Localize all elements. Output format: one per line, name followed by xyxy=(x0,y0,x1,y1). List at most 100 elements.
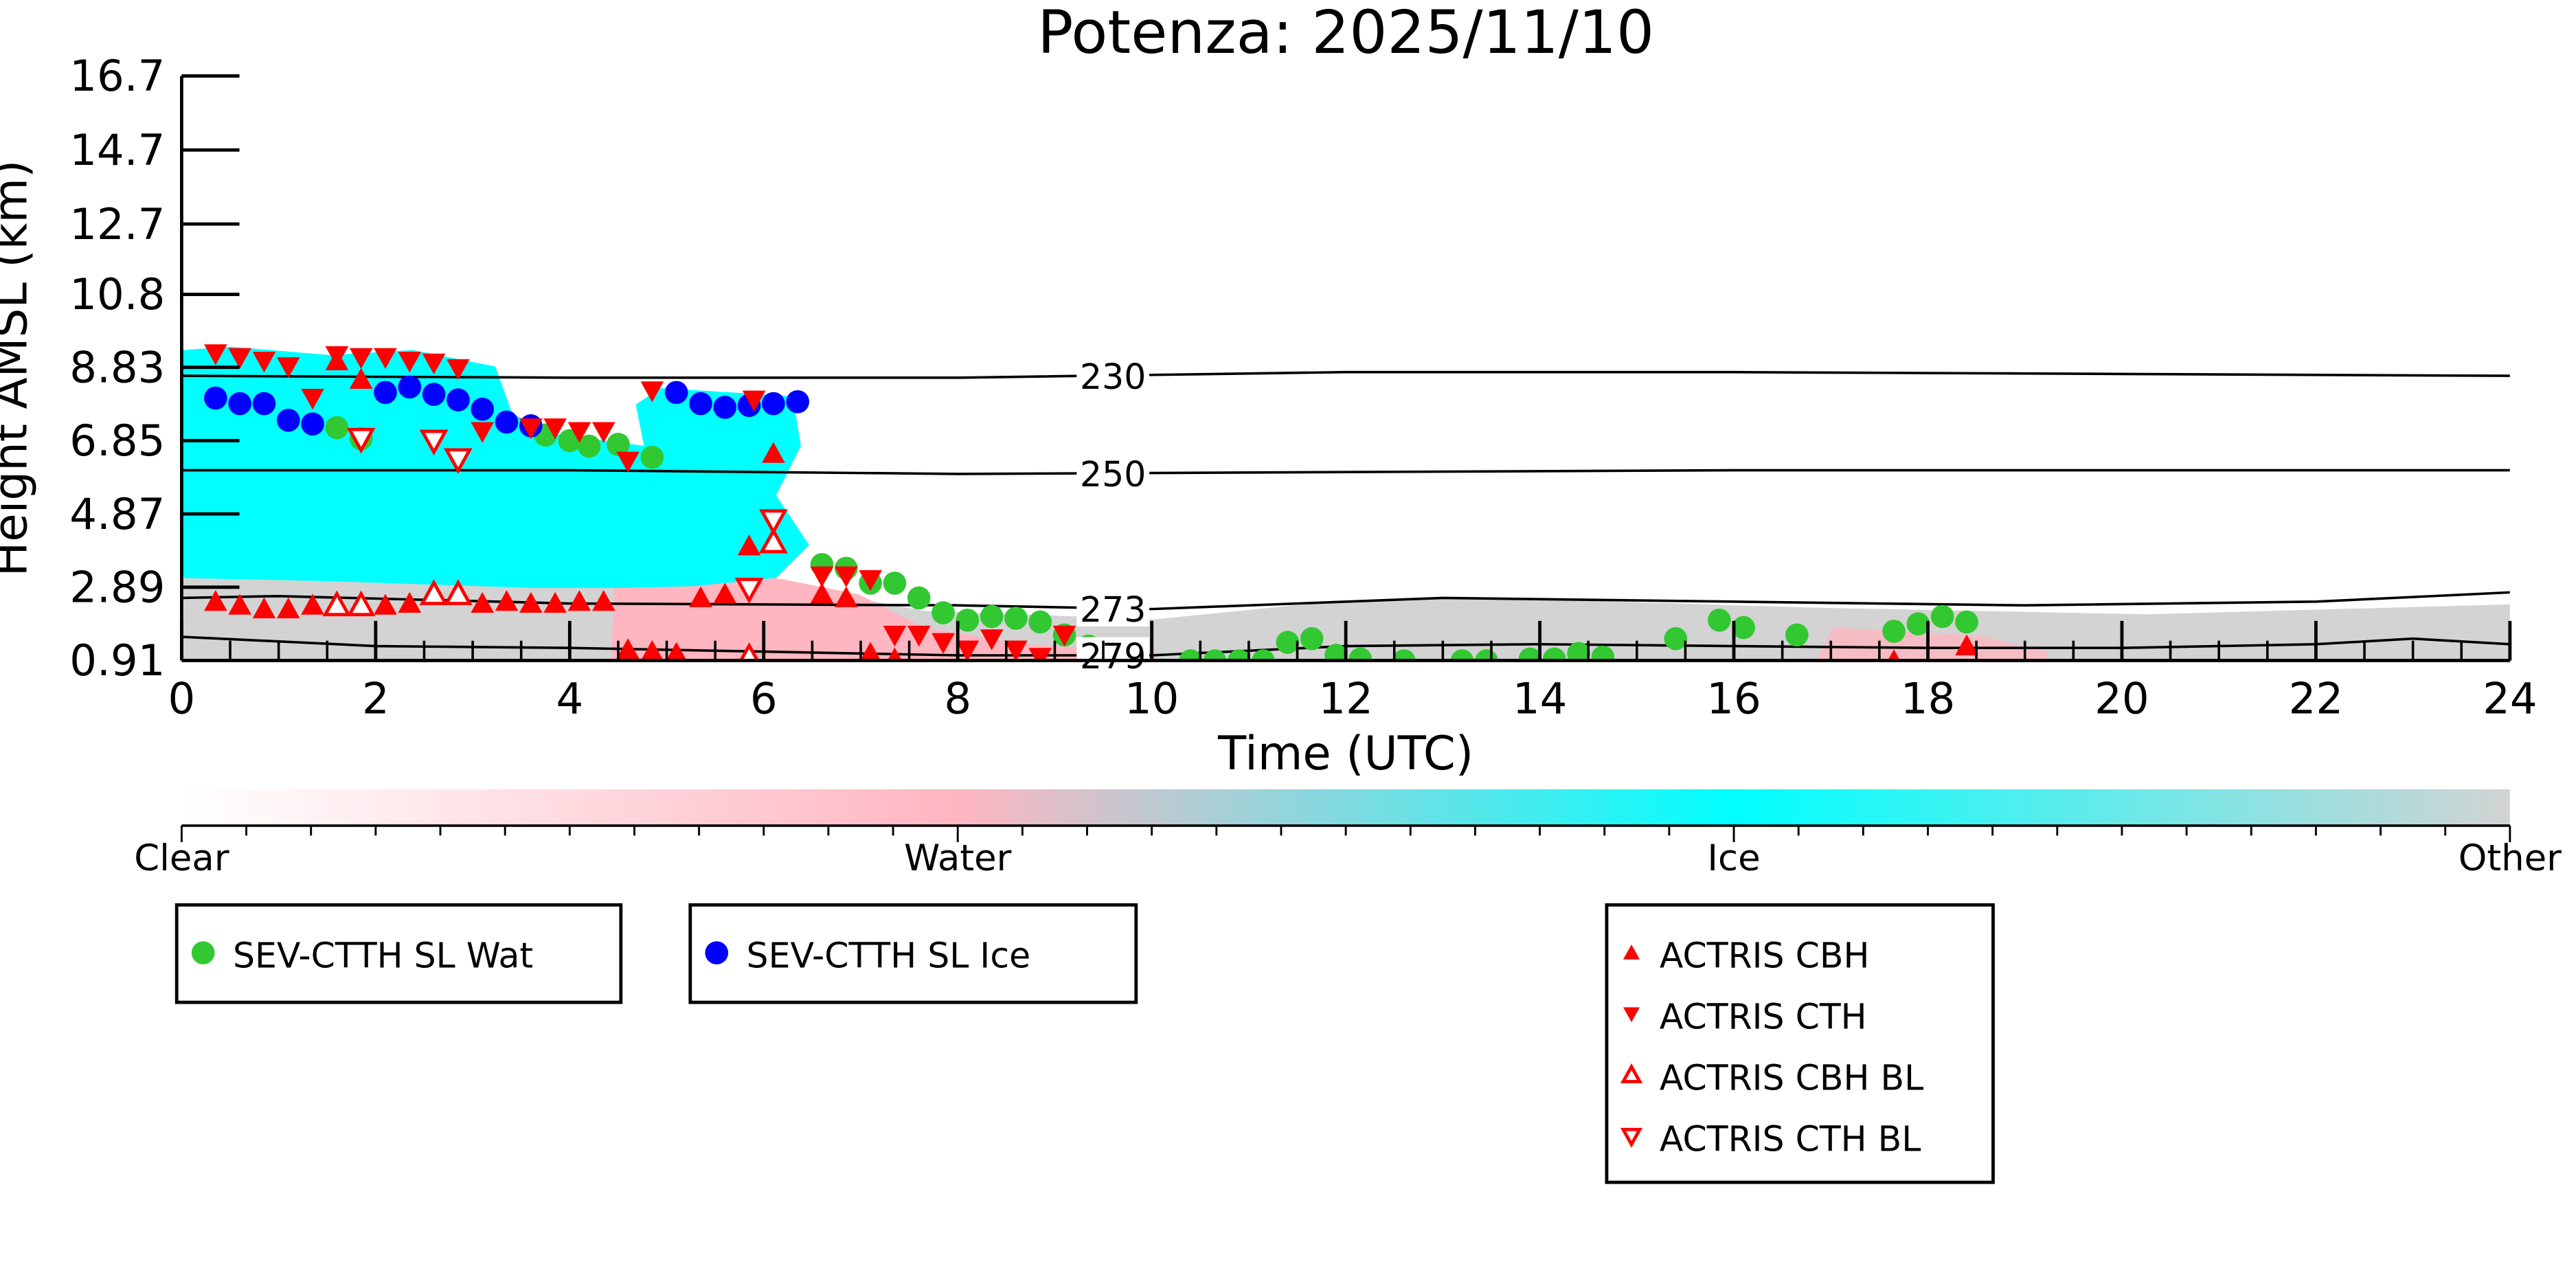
point-sev-ctth-sl-wat xyxy=(883,572,907,595)
point-actris-cbh xyxy=(252,597,276,619)
colorbar-label-water: Water xyxy=(904,837,1012,879)
point-actris-cbh-bl xyxy=(419,579,449,605)
point-sev-ctth-sl-ice xyxy=(713,396,737,419)
legend-label: ACTRIS CTH xyxy=(1660,997,1867,1037)
point-actris-cth xyxy=(591,422,615,443)
point-sev-ctth-sl-wat xyxy=(577,434,601,458)
point-sev-ctth-sl-wat xyxy=(956,608,980,632)
point-actris-cth xyxy=(422,353,446,375)
point-sev-ctth-sl-wat xyxy=(640,445,664,469)
point-sev-ctth-sl-ice xyxy=(398,375,422,399)
point-actris-cbh-bl xyxy=(346,590,376,617)
point-actris-cth xyxy=(931,633,955,654)
point-sev-ctth-sl-ice xyxy=(786,390,810,414)
point-actris-cth-bl xyxy=(758,509,788,536)
point-sev-ctth-sl-wat xyxy=(1542,647,1566,661)
point-sev-ctth-sl-ice xyxy=(689,392,712,416)
point-sev-ctth-sl-wat xyxy=(931,601,955,624)
point-actris-cbh xyxy=(810,583,834,604)
point-actris-cth xyxy=(204,344,227,365)
water-region xyxy=(1816,627,2048,661)
legend-label: ACTRIS CBH BL xyxy=(1660,1058,1923,1098)
point-sev-ctth-sl-wat xyxy=(1348,647,1372,661)
point-actris-cth xyxy=(810,566,834,587)
axes: 0 2 4 6 8 10 12 14 16 18 20 22 240.912.894.876.858.8… xyxy=(69,51,2537,723)
point-sev-ctth-sl-ice xyxy=(252,392,276,416)
point-actris-cbh xyxy=(1888,649,1901,661)
point-actris-cth xyxy=(252,352,276,373)
point-sev-ctth-sl-wat xyxy=(1004,607,1028,630)
point-actris-cth xyxy=(374,348,397,369)
chart-title: Potenza: 2025/11/10 xyxy=(1037,0,1654,67)
legend-marker-icon xyxy=(1620,1127,1643,1148)
point-sev-ctth-sl-wat xyxy=(1300,626,1324,651)
x-tick-label: 18 xyxy=(1901,673,1956,723)
point-sev-ctth-sl-wat xyxy=(1785,623,1809,647)
legend-marker-icon xyxy=(705,941,729,964)
point-actris-cth xyxy=(519,418,543,440)
colorbar xyxy=(181,789,2510,826)
data-markers xyxy=(204,344,1978,661)
point-actris-cth xyxy=(956,640,980,661)
point-actris-cbh xyxy=(616,638,640,659)
x-tick-label: 6 xyxy=(750,673,778,723)
point-sev-ctth-sl-wat xyxy=(1276,631,1300,654)
point-actris-cth xyxy=(228,348,251,369)
legend-box xyxy=(1605,903,1995,1184)
legend-marker-icon xyxy=(1623,1007,1640,1022)
contour-labels: 230 250 273 279 xyxy=(1076,357,1150,677)
point-actris-cth xyxy=(640,381,664,403)
x-tick-label: 0 xyxy=(168,673,196,723)
point-actris-cth xyxy=(276,357,300,379)
y-tick-label: 2.89 xyxy=(69,562,165,612)
point-actris-cbh-bl xyxy=(738,642,760,661)
contour-label: 250 xyxy=(1080,454,1146,495)
legends: SEV-CTTH SL Wat SEV-CTTH SL Ice ACTRIS CBH… xyxy=(174,903,1995,1184)
point-actris-cth xyxy=(447,359,470,381)
contour-label-bg xyxy=(1076,455,1150,492)
point-sev-ctth-sl-ice xyxy=(762,392,785,416)
x-tick-label: 10 xyxy=(1125,673,1179,723)
point-actris-cth xyxy=(1028,648,1052,661)
contour-label-bg xyxy=(1076,637,1150,674)
y-tick-label: 16.7 xyxy=(69,51,165,101)
legend-marker-icon xyxy=(191,941,215,964)
point-actris-cth xyxy=(349,348,373,369)
point-actris-cbh xyxy=(349,368,373,389)
point-actris-cbh-bl xyxy=(322,590,352,617)
point-actris-cbh xyxy=(543,591,567,613)
point-actris-cbh-bl xyxy=(758,527,788,554)
point-sev-ctth-sl-ice xyxy=(664,381,688,405)
point-sev-ctth-sl-wat xyxy=(1955,610,1978,634)
colorbar-label-other: Other xyxy=(2459,837,2562,879)
point-sev-ctth-sl-ice xyxy=(276,408,300,432)
y-tick-label: 0.91 xyxy=(69,635,165,686)
point-sev-ctth-sl-wat xyxy=(1732,615,1755,640)
colorbar-label-clear: Clear xyxy=(134,837,229,879)
point-actris-cbh xyxy=(276,597,300,619)
point-sev-ctth-sl-ice xyxy=(495,410,519,434)
point-actris-cbh-bl xyxy=(444,579,473,605)
colorbar-label-ice: Ice xyxy=(1707,837,1760,879)
point-sev-ctth-sl-ice xyxy=(228,392,251,416)
point-actris-cth xyxy=(1052,625,1076,647)
point-sev-ctth-sl-ice xyxy=(374,381,397,405)
point-sev-ctth-sl-wat xyxy=(1028,610,1052,634)
y-tick-label: 6.85 xyxy=(69,416,165,466)
point-sev-ctth-sl-wat xyxy=(1179,649,1202,661)
point-sev-ctth-sl-wat xyxy=(907,586,931,610)
legend-box xyxy=(174,903,623,1004)
point-actris-cth-bl xyxy=(346,427,376,454)
point-actris-cth xyxy=(742,390,766,411)
point-actris-cbh xyxy=(398,591,422,613)
point-sev-ctth-sl-wat xyxy=(1930,605,1954,629)
point-actris-cbh xyxy=(860,642,881,661)
x-tick-label: 16 xyxy=(1706,673,1761,723)
point-sev-ctth-sl-wat xyxy=(1591,645,1615,661)
contour-line-250 xyxy=(181,468,2510,475)
point-sev-ctth-sl-wat xyxy=(1392,649,1416,661)
legend-label: SEV-CTTH SL Wat xyxy=(233,936,533,976)
point-actris-cbh xyxy=(301,594,324,615)
point-sev-ctth-sl-wat xyxy=(980,605,1004,629)
